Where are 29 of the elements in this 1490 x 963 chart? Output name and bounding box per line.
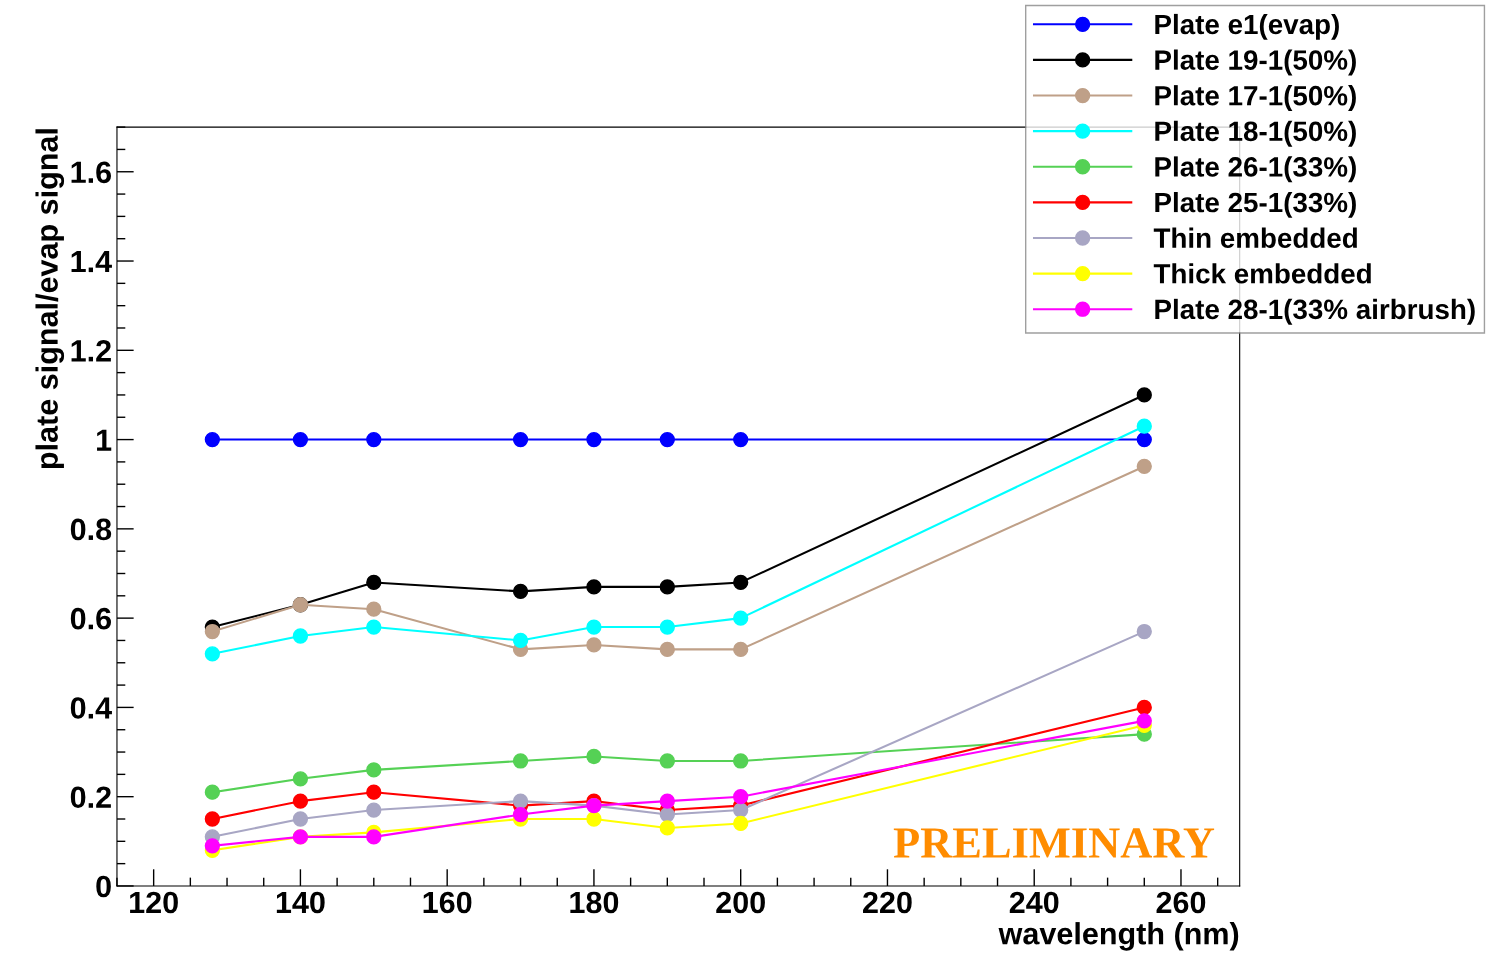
annotation: PRELIMINARY — [893, 828, 1215, 858]
legend-label: Plate e1(evap) — [1155, 13, 1339, 40]
y-tick-label: 0.8 — [70, 518, 112, 541]
x-tick-label: 240 — [1009, 891, 1059, 914]
x-tick-label: 180 — [570, 891, 619, 914]
legend-label: Plate 18-1(50%) — [1155, 120, 1356, 147]
x-tick-label: 220 — [863, 891, 912, 914]
y-tick-label: 0.4 — [70, 697, 112, 719]
y-tick-label: 0.2 — [70, 786, 111, 809]
legend-label: Plate 28-1(33% airbrush) — [1155, 298, 1475, 325]
x-tick-label: 160 — [423, 891, 472, 914]
y-tick-label: 1 — [97, 429, 112, 451]
y-tick-label: 1.2 — [71, 340, 111, 362]
x-tick-label: 120 — [130, 891, 178, 914]
legend-label: Plate 26-1(33%) — [1155, 156, 1356, 183]
legend-label: Plate 19-1(50%) — [1155, 49, 1356, 76]
y-tick-label: 1.6 — [71, 161, 111, 184]
y-tick-label: 1.4 — [71, 251, 112, 273]
y-tick-label: 0 — [96, 875, 111, 898]
y-axis-title: plate signal/evap signal — [35, 129, 65, 469]
y-tick-label: 0.6 — [70, 607, 111, 630]
x-axis-title: wavelength (nm) — [998, 922, 1239, 951]
legend-label: Plate 17-1(50%) — [1155, 85, 1356, 112]
legend-label: Thin embedded — [1153, 227, 1357, 248]
legend-label: Plate 25-1(33%) — [1155, 191, 1356, 218]
x-tick-label: 140 — [276, 891, 325, 914]
legend-label: Thick embedded — [1153, 263, 1371, 284]
x-tick-label: 260 — [1156, 891, 1206, 914]
x-tick-label: 200 — [716, 891, 765, 914]
